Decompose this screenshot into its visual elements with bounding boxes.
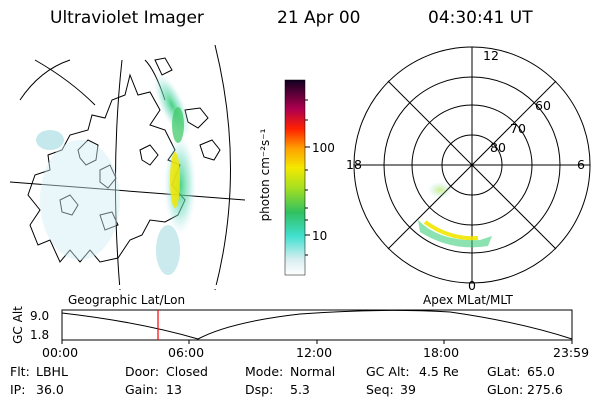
- instrument-title: Ultraviolet Imager: [50, 8, 204, 28]
- status-dsp-label: Dsp:: [245, 382, 274, 397]
- status-mode-label: Mode:: [245, 364, 284, 379]
- status-seq-value: 39: [400, 382, 416, 397]
- status-filter-label: Flt:: [10, 364, 30, 379]
- status-door-value: Closed: [166, 364, 208, 379]
- apex-projection-label: Apex MLat/MLT: [423, 293, 513, 307]
- altitude-x-tick-1800: 18:00: [423, 345, 460, 360]
- status-ip-label: IP:: [10, 382, 26, 397]
- status-mode-value: Normal: [290, 364, 336, 379]
- status-glat-value: 65.0: [527, 364, 555, 379]
- altitude-y-tick-max: 9.0: [30, 309, 50, 323]
- color-bar-gradient: [284, 79, 306, 276]
- color-bar-ticks: [305, 99, 310, 256]
- altitude-x-tick-2359: 23:59: [553, 345, 590, 360]
- altitude-x-tick-0600: 06:00: [168, 345, 205, 360]
- mlt-label-0: 0: [468, 278, 476, 293]
- date-label: 21 Apr 00: [277, 8, 361, 28]
- status-dsp-value: 5.3: [290, 382, 310, 397]
- status-gc-alt-value: 4.5 Re: [419, 364, 459, 379]
- mlt-label-6: 6: [577, 157, 585, 172]
- status-door-label: Door:: [125, 364, 160, 379]
- mlt-label-18: 18: [346, 157, 362, 172]
- polar-grid: [353, 46, 591, 284]
- status-glon-label: GLon:: [487, 382, 524, 397]
- status-gain-label: Gain:: [125, 382, 158, 397]
- status-filter-value: LBHL: [36, 364, 68, 379]
- status-glat-label: GLat:: [487, 364, 521, 379]
- polar-aurora: [418, 182, 492, 248]
- time-label: 04:30:41 UT: [428, 8, 533, 28]
- aurora-emission: [36, 72, 196, 275]
- altitude-y-tick-min: 1.8: [30, 328, 50, 342]
- mlat-label-80: 80: [490, 140, 506, 155]
- altitude-x-tick-0000: 00:00: [42, 345, 79, 360]
- altitude-curve: [61, 309, 573, 340]
- altitude-x-tick-1200: 12:00: [296, 345, 333, 360]
- status-seq-label: Seq:: [366, 382, 394, 397]
- mlt-label-12: 12: [483, 48, 499, 63]
- status-ip-value: 36.0: [36, 382, 64, 397]
- altitude-axis-title: GC Alt: [11, 306, 25, 344]
- geographic-projection-label: Geographic Lat/Lon: [68, 293, 186, 307]
- altitude-x-ticks: [61, 340, 573, 344]
- mlat-label-60: 60: [535, 98, 551, 113]
- status-gain-value: 13: [166, 382, 182, 397]
- colorbar-tick-100: 100: [312, 141, 335, 155]
- map-bottom-edge: [0, 285, 255, 289]
- status-glon-value: 275.6: [527, 382, 563, 397]
- mlat-label-70: 70: [510, 121, 526, 136]
- colorbar-tick-10: 10: [312, 229, 328, 243]
- status-gc-alt-label: GC Alt:: [366, 364, 410, 379]
